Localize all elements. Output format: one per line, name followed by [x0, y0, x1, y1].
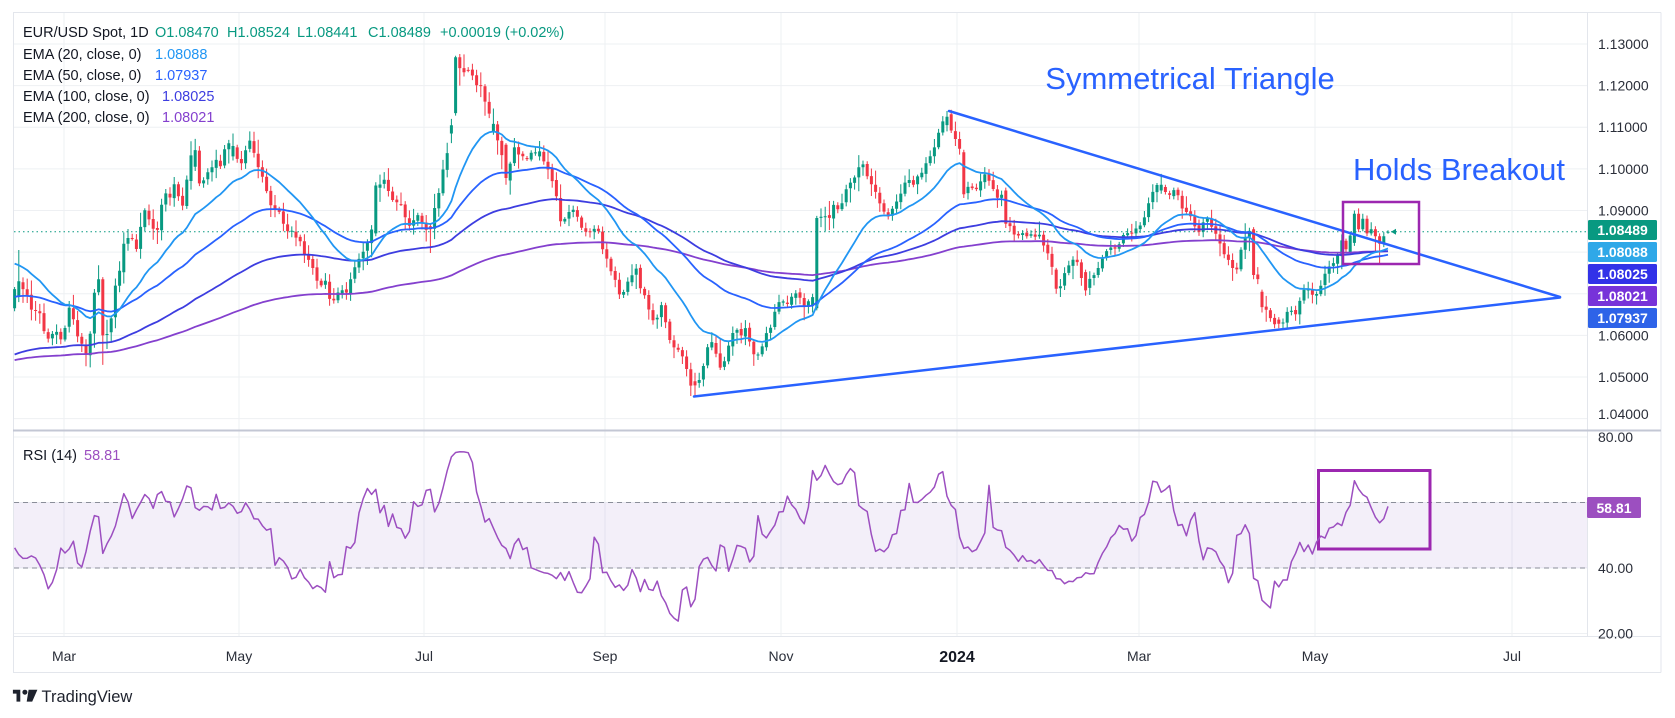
svg-text:1.04000: 1.04000 [1598, 406, 1649, 422]
svg-text:May: May [226, 648, 252, 664]
svg-text:C1.08489: C1.08489 [368, 25, 431, 41]
svg-text:Sep: Sep [593, 648, 618, 664]
svg-text:Mar: Mar [1127, 648, 1151, 664]
svg-text:1.08021: 1.08021 [162, 110, 214, 126]
svg-text:Holds Breakout: Holds Breakout [1353, 152, 1565, 187]
svg-text:L1.08441: L1.08441 [297, 25, 357, 41]
svg-text:EMA (100, close, 0): EMA (100, close, 0) [23, 89, 150, 105]
svg-text:EMA (50, close, 0): EMA (50, close, 0) [23, 68, 141, 84]
svg-text:Jul: Jul [415, 648, 433, 664]
svg-text:EMA (200, close, 0): EMA (200, close, 0) [23, 110, 150, 126]
svg-text:1.07937: 1.07937 [155, 68, 207, 84]
svg-text:O1.08470: O1.08470 [155, 25, 219, 41]
svg-text:20.00: 20.00 [1598, 626, 1633, 642]
svg-text:EMA (20, close, 0): EMA (20, close, 0) [23, 47, 141, 63]
svg-text:1.08021: 1.08021 [1597, 288, 1648, 304]
svg-text:May: May [1302, 648, 1328, 664]
svg-text:58.81: 58.81 [84, 448, 120, 464]
svg-text:1.09000: 1.09000 [1598, 203, 1649, 219]
svg-text:TradingView: TradingView [42, 688, 133, 706]
svg-text:Mar: Mar [52, 648, 76, 664]
svg-text:1.08025: 1.08025 [1597, 266, 1648, 282]
svg-text:1.08489: 1.08489 [1597, 222, 1648, 238]
svg-text:1.06000: 1.06000 [1598, 327, 1649, 343]
svg-text:1.07937: 1.07937 [1597, 310, 1648, 326]
svg-text:1.11000: 1.11000 [1598, 119, 1648, 135]
svg-text:2024: 2024 [939, 649, 975, 666]
svg-text:80.00: 80.00 [1598, 429, 1633, 445]
svg-text:H1.08524: H1.08524 [227, 25, 290, 41]
svg-text:1.05000: 1.05000 [1598, 369, 1649, 385]
svg-text:EUR/USD Spot, 1D: EUR/USD Spot, 1D [23, 25, 149, 41]
svg-text:RSI (14): RSI (14) [23, 448, 77, 464]
svg-text:1.08025: 1.08025 [162, 89, 214, 105]
svg-text:1.12000: 1.12000 [1598, 78, 1649, 94]
svg-text:Jul: Jul [1503, 648, 1521, 664]
svg-text:58.81: 58.81 [1596, 500, 1631, 516]
svg-text:Symmetrical Triangle: Symmetrical Triangle [1045, 61, 1334, 96]
svg-text:1.10000: 1.10000 [1598, 161, 1649, 177]
svg-text:Nov: Nov [769, 648, 794, 664]
svg-text:1.13000: 1.13000 [1598, 36, 1649, 52]
svg-text:+0.00019 (+0.02%): +0.00019 (+0.02%) [440, 25, 564, 41]
svg-text:1.08088: 1.08088 [155, 47, 207, 63]
svg-text:1.08088: 1.08088 [1597, 244, 1648, 260]
svg-text:40.00: 40.00 [1598, 560, 1633, 576]
